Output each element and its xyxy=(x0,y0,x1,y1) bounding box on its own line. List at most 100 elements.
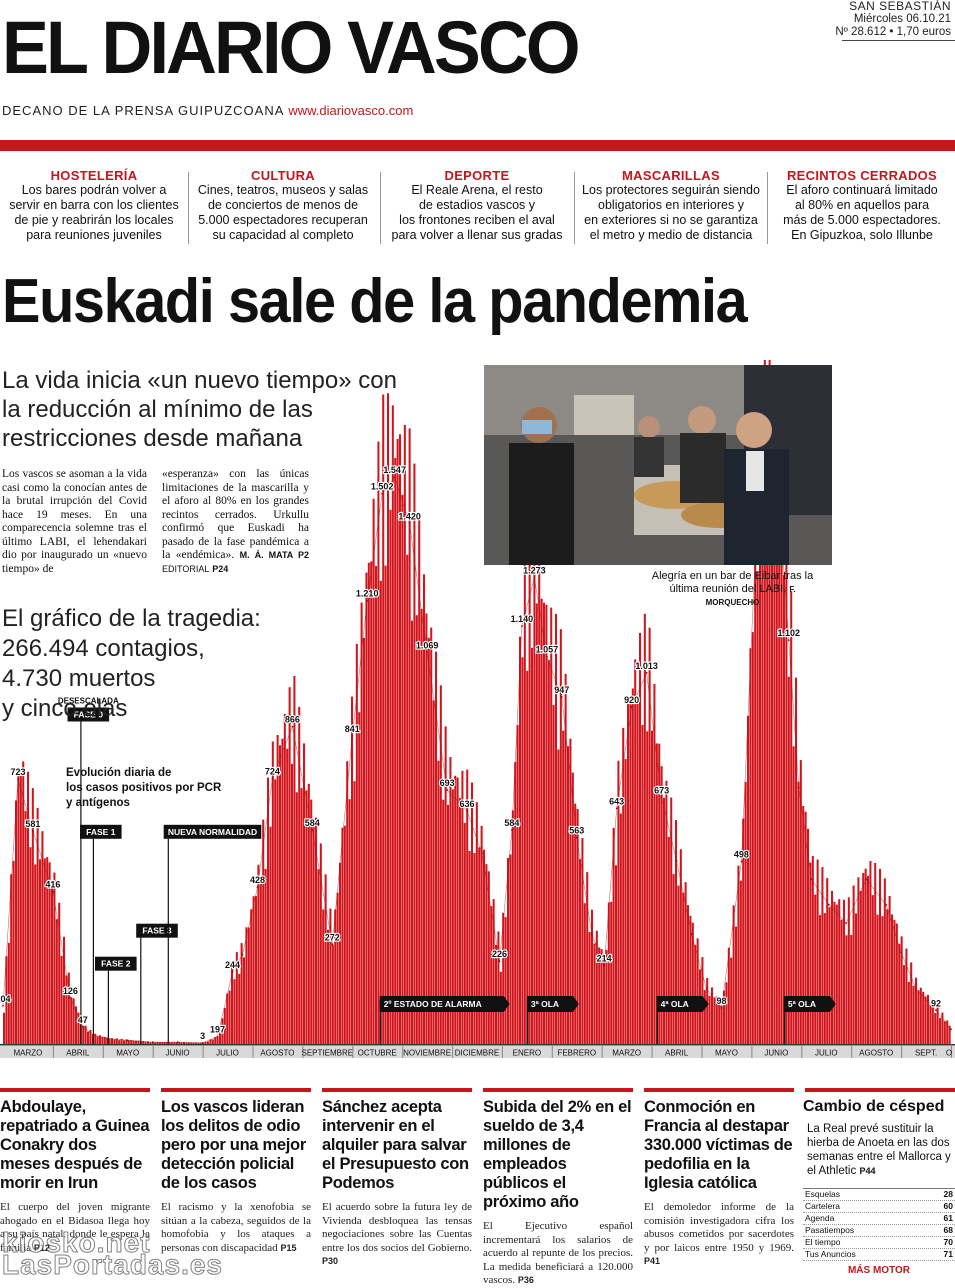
chart-bar xyxy=(888,896,891,1044)
chart-data-point xyxy=(241,953,244,956)
edition-date: Miércoles 06.10.21 xyxy=(853,13,951,25)
chart-bar xyxy=(595,930,598,1044)
chart-data-label: 841 xyxy=(345,724,360,734)
chart-data-point xyxy=(231,970,234,973)
chart-bar xyxy=(881,916,884,1044)
chart-bar xyxy=(365,572,368,1044)
chart-bar xyxy=(293,676,296,1044)
chart-bar xyxy=(197,1042,200,1044)
chart-bar xyxy=(300,788,303,1044)
chart-bar xyxy=(735,926,738,1044)
chart-bar xyxy=(838,899,841,1044)
chart-bar xyxy=(857,877,860,1044)
chart-bar xyxy=(274,779,277,1044)
chart-bar xyxy=(163,1042,166,1044)
index-page: 61 xyxy=(943,1213,953,1223)
index-row[interactable]: El tiempo 70 xyxy=(803,1237,955,1249)
chart-bar xyxy=(727,947,730,1044)
covid-cases-chart: MARZO ABRIL MAYO JUNIO JULIO AGOSTO SEPTIEMBRE… xyxy=(0,360,955,1058)
chart-bar xyxy=(171,1042,174,1044)
chart-bar xyxy=(497,931,500,1044)
story-alquiler[interactable]: Sánchez acepta intervenir en el alquiler… xyxy=(322,1098,472,1269)
chart-bar xyxy=(425,613,428,1044)
chart-bar xyxy=(173,1041,176,1044)
chart-bar xyxy=(739,880,742,1044)
chart-bar xyxy=(322,909,325,1044)
aside-body-text: La Real prevé sustituir la hierba de Ano… xyxy=(807,1123,951,1177)
mas-motor-link[interactable]: MÁS MOTOR xyxy=(847,1265,911,1276)
chart-bar xyxy=(178,1041,181,1044)
main-headline[interactable]: Euskadi sale de la pandemia xyxy=(2,267,748,336)
chart-month-tick xyxy=(302,1046,304,1058)
chart-data-point xyxy=(81,1025,84,1028)
photo-caption-text: Alegría en un bar de Eibar tras la últim… xyxy=(651,570,814,595)
story-page: P41 xyxy=(644,1256,661,1266)
index-row[interactable]: Pasatiempos 68 xyxy=(803,1225,955,1237)
chart-bar xyxy=(859,890,862,1044)
chart-bar xyxy=(653,684,656,1044)
teaser-deporte[interactable]: DEPORTE El Reale Arena, el resto de esta… xyxy=(383,168,571,243)
chart-bar xyxy=(370,561,373,1044)
index-row[interactable]: Tus Anuncios 71 xyxy=(803,1249,955,1261)
chart-data-label: 98 xyxy=(716,996,726,1006)
lead-photo[interactable] xyxy=(484,365,832,565)
chart-bar xyxy=(471,782,474,1044)
teaser-mascarillas[interactable]: MASCARILLAS Los protectores seguirán sie… xyxy=(577,168,765,243)
chart-bar xyxy=(610,901,613,1044)
chart-data-point xyxy=(481,852,483,855)
chart-bar xyxy=(915,977,918,1044)
website-link[interactable]: www.diariovasco.com xyxy=(288,103,414,118)
teaser-hosteleria[interactable]: HOSTELERÍA Los bares podrán volver a ser… xyxy=(0,168,188,243)
chart-bar xyxy=(917,990,920,1044)
chart-bar xyxy=(619,813,622,1044)
chart-bar xyxy=(276,735,279,1044)
photo-credit: F. MORQUECHO xyxy=(705,585,796,607)
aside-cesped[interactable]: Cambio de césped La Real prevé sustituir… xyxy=(803,1098,955,1276)
teaser-recintos[interactable]: RECINTOS CERRADOS El aforo continuará li… xyxy=(768,168,955,243)
chart-bar xyxy=(353,781,356,1044)
chart-bar xyxy=(94,1033,97,1044)
story-body: El racismo y la xenofobia se sitúan a la… xyxy=(161,1201,311,1255)
chart-data-label: 244 xyxy=(225,960,240,970)
chart-bar xyxy=(423,574,426,1044)
chart-month-tick xyxy=(901,1046,903,1058)
chart-data-label: 272 xyxy=(325,932,340,942)
chart-bar xyxy=(291,763,294,1044)
chart-bar xyxy=(447,804,450,1044)
chart-bar xyxy=(521,657,524,1044)
chart-month-tick xyxy=(352,1046,354,1058)
story-abdoulaye[interactable]: Abdoulaye, repatriado a Guinea Conakry d… xyxy=(0,1098,150,1255)
chart-bar xyxy=(382,394,385,1044)
chart-bar xyxy=(670,797,673,1044)
story-delitos-odio[interactable]: Los vascos lideran los delitos de odio p… xyxy=(161,1098,311,1255)
chart-data-label: 416 xyxy=(45,880,60,890)
index-row[interactable]: Cartelera 60 xyxy=(803,1201,955,1213)
chart-data-label: 126 xyxy=(63,986,78,996)
chart-bar xyxy=(367,562,370,1044)
index-row[interactable]: Agenda 61 xyxy=(803,1213,955,1225)
chart-bar xyxy=(252,896,255,1044)
chart-bar xyxy=(886,909,889,1044)
teaser-line: de estadios vascos y xyxy=(418,198,536,212)
teaser-cultura[interactable]: CULTURA Cines, teatros, museos y salas d… xyxy=(189,168,377,243)
chart-wave-label: 3ª OLA xyxy=(531,999,559,1009)
chart-bar xyxy=(691,922,694,1044)
chart-bar xyxy=(919,987,922,1044)
chart-bar xyxy=(823,913,826,1044)
chart-bar xyxy=(862,873,865,1044)
lead-body-col2: «esperanza» con las únicas limitaciones … xyxy=(162,468,309,576)
story-sueldo[interactable]: Subida del 2% en el sueldo de 3,4 millon… xyxy=(483,1098,633,1288)
chart-bar xyxy=(298,706,301,1044)
chart-bar xyxy=(223,1008,226,1044)
chart-bar xyxy=(207,1041,210,1044)
story-francia[interactable]: Conmoción en Francia al destapar 330.000… xyxy=(644,1098,794,1269)
chart-bar xyxy=(828,907,831,1044)
bar-photo-illustration xyxy=(484,365,832,565)
chart-data-label: 563 xyxy=(569,826,584,836)
chart-bar xyxy=(183,1042,186,1044)
chart-bar xyxy=(660,766,663,1044)
chart-bar xyxy=(946,1020,949,1044)
chart-month-label: OCTUBRE xyxy=(358,1049,397,1058)
index-row[interactable]: Esquelas 28 xyxy=(803,1189,955,1201)
chart-bar xyxy=(583,903,586,1044)
